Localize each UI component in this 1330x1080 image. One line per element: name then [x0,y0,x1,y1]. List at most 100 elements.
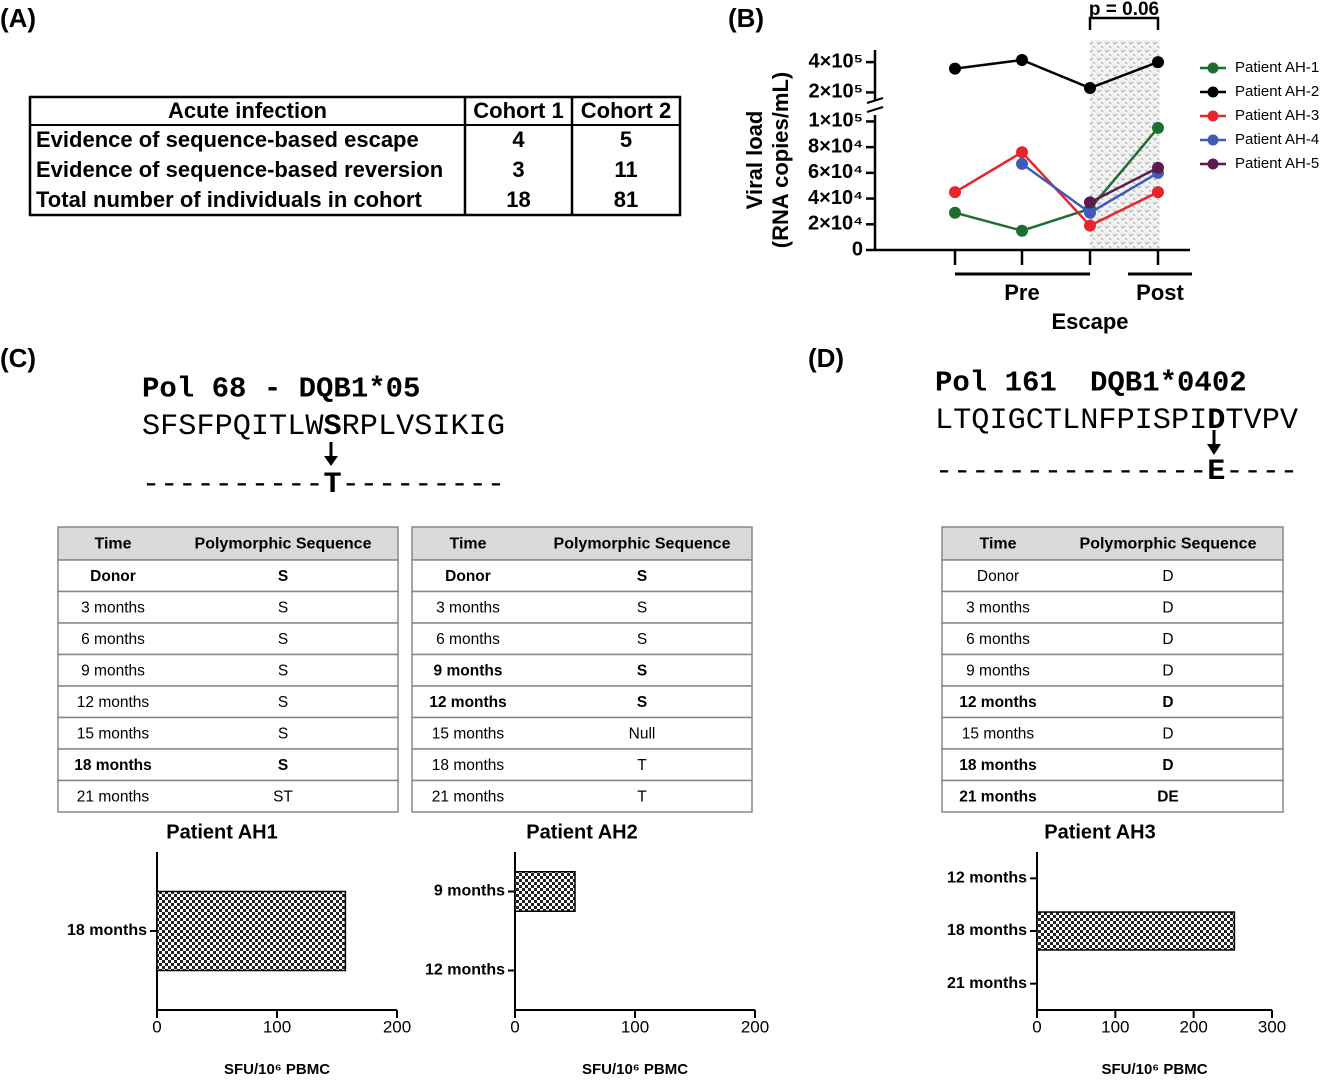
table-row [941,622,1284,656]
table-row [411,779,753,813]
legend-swatch [1207,62,1219,74]
table-cell: 5 [620,127,632,152]
table-row [411,653,753,687]
table-cell: 21 months [432,788,505,805]
epitope-label: DQB1*0402 [1090,367,1247,400]
table-border [28,95,682,217]
table-cell: 18 months [432,757,505,774]
sequence: S [324,410,342,444]
chart-title: Patient AH2 [526,821,638,843]
x-tick-label: 300 [1258,1017,1286,1036]
sequence: RPLVSIKIG [342,410,505,444]
x-tick-label: 100 [621,1017,649,1036]
y-tick-label: 0 [852,238,863,260]
table-cell: S [637,599,647,616]
table-cell: Null [629,725,656,742]
table-cell: 3 months [436,599,500,616]
y-tick-label: 21 months [947,975,1027,992]
legend-swatch [1207,134,1219,146]
panel-label: (B) [728,3,764,33]
table-cell: 15 months [77,725,150,742]
table-cell: Donor [445,568,491,585]
variant-sequence: --------- [342,468,505,502]
series-line [954,58,1159,90]
table-cell: S [637,662,647,679]
panel-label: (A) [0,3,36,33]
axis-break [866,97,884,113]
table-header: Cohort 1 [473,98,563,123]
variant-sequence: E [1207,455,1225,489]
table-row [57,622,399,656]
x-axis-label: SFU/10⁶ PBMC [1101,1061,1207,1078]
table-cell: 15 months [962,725,1035,742]
table-row [411,622,753,656]
table-cell: 9 months [966,662,1030,679]
legend-swatch [1207,158,1219,170]
table-cell: S [278,568,288,585]
arrows [324,430,1221,466]
table-cell: S [278,694,288,711]
x-group-label: Pre [1004,280,1039,305]
table-cell: Total number of individuals in cohort [36,187,422,212]
table-row [941,590,1284,624]
table-row [57,559,399,593]
table-cell: D [1162,568,1173,585]
table-header: Polymorphic Sequence [195,536,372,553]
series-line [1089,166,1159,204]
table-header: Time [449,536,486,553]
y-tick-label: 4×10⁵ [809,50,863,72]
y-tick-label: 8×10⁴ [808,135,863,157]
bar [514,871,576,912]
table-cell: D [1162,725,1173,742]
table-cell: 15 months [432,725,505,742]
x-axis-label: SFU/10⁶ PBMC [582,1061,688,1078]
sequence: LTQIGCTLNFPISPI [935,404,1207,438]
series-line [954,127,1159,233]
annotation: p = 0.06 [1089,0,1159,20]
table-cell: T [637,788,647,805]
data-point [1016,224,1028,237]
sequence: D [1207,404,1225,438]
table-cell: S [278,599,288,616]
table-row [57,779,399,813]
legend-label: Patient AH-5 [1235,155,1319,172]
panel-label: (D) [808,343,844,373]
data-point [1016,54,1028,66]
table-header-bg [941,526,1284,561]
data-point [1084,196,1096,209]
table-cell: 81 [614,187,638,212]
x-tick-label: 100 [1101,1017,1129,1036]
table-cell: D [1162,599,1173,616]
data-point [1016,146,1028,159]
table-row [941,685,1284,719]
table-cell: 6 months [81,631,145,648]
table-cell: D [1162,662,1173,679]
table-cell: 9 months [434,662,503,679]
data-point [949,62,961,75]
table-cell: Donor [90,568,136,585]
table-cell: 3 months [81,599,145,616]
table-row [941,653,1284,687]
data-point [1084,82,1096,95]
table-row [941,748,1284,782]
variant-sequence: T [324,468,342,502]
y-tick-label: 6×10⁴ [808,161,863,183]
table-row [411,748,753,782]
data-point [949,186,961,199]
table-cell: D [1162,694,1173,711]
table-cell: 11 [614,157,637,182]
panel-label: (C) [0,343,36,373]
table-row [411,685,753,719]
data-point [1084,219,1096,232]
epitope-label: Pol 161 [935,367,1057,400]
y-tick-label: 4×10⁴ [808,187,863,209]
data-point [1152,121,1164,134]
chart-title: Patient AH1 [166,821,278,843]
table-cell: 21 months [959,788,1037,805]
y-tick-label: 18 months [67,922,147,939]
x-tick-label: 0 [1032,1017,1041,1036]
y-tick-label: 1×10⁵ [809,110,863,132]
table-row [941,716,1284,750]
variant-sequence: --------------- [935,455,1207,489]
